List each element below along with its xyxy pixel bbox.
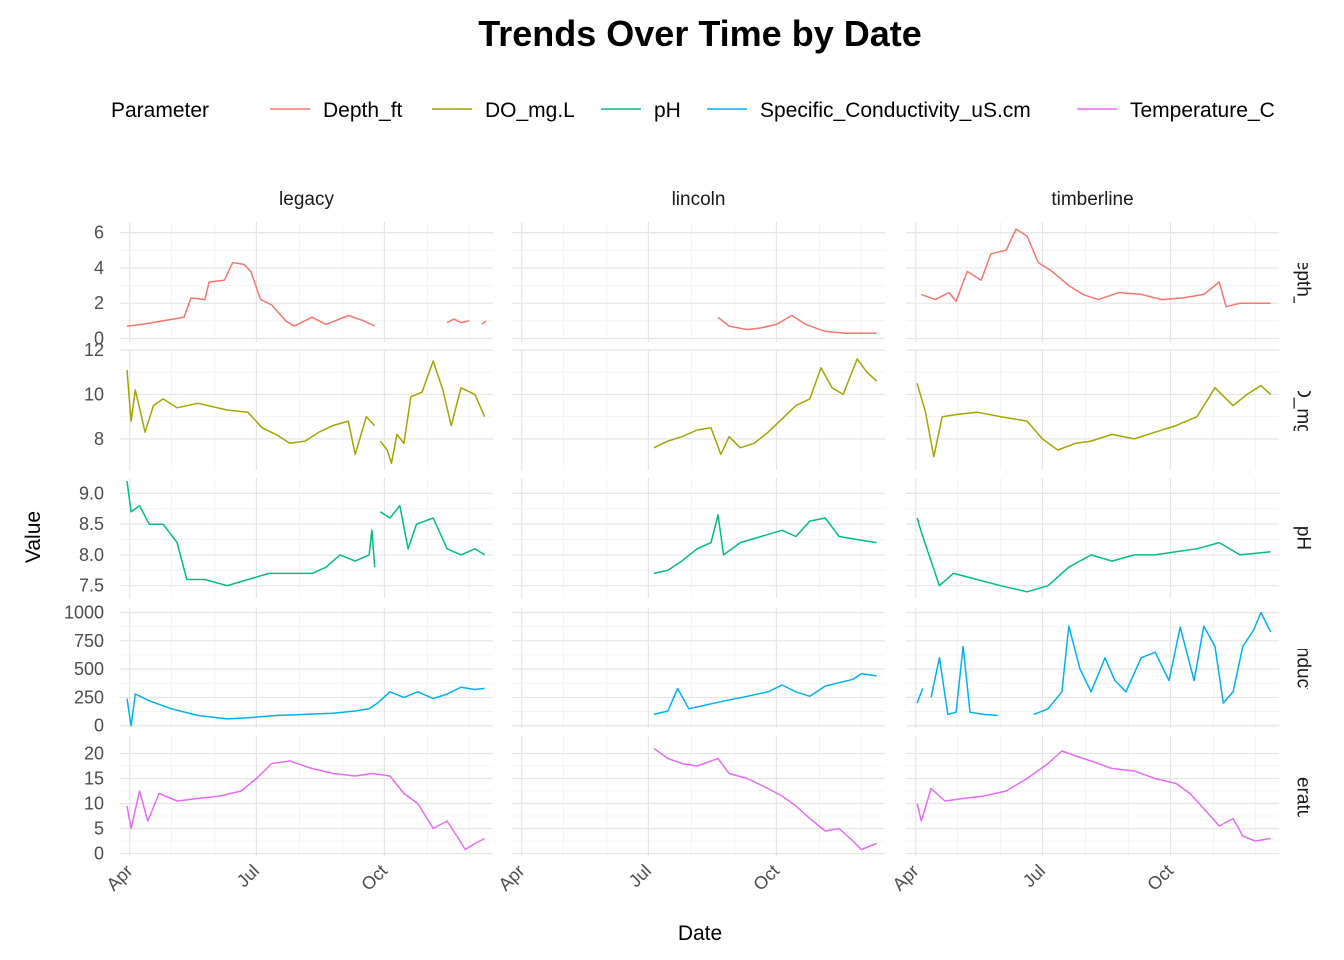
legend: Depth_ft DO_mg.L pH Specific_Conductivity_u… — [270, 99, 1275, 122]
x-tick-label: Apr — [103, 861, 137, 895]
series-line-legacy-ph — [126, 481, 376, 587]
series-line-legacy-depth-ft — [481, 320, 487, 325]
strip-label-lincoln: lincoln — [672, 189, 726, 210]
legend-title: Parameter — [111, 99, 209, 122]
series-line-legacy-depth-ft — [446, 318, 470, 324]
panel-lincoln-depth-ft — [512, 222, 885, 342]
y-tick-label: 20 — [84, 744, 104, 764]
y-axis-label: Value — [22, 511, 45, 563]
panel-lincoln-temperature-c — [512, 736, 885, 856]
panel-legacy-depth-ft — [120, 222, 493, 342]
panel-timberline-depth-ft — [906, 222, 1279, 342]
y-tick-label: 750 — [74, 631, 104, 651]
y-tick-label: 7.5 — [79, 576, 104, 596]
y-tick-label: 10 — [84, 384, 104, 404]
chart-title: Trends Over Time by Date — [478, 13, 922, 54]
x-tick-label: Apr — [889, 861, 923, 895]
series-line-legacy-do-mg-l — [126, 369, 376, 456]
row-strip-label-specific-conductivity-us-cm: Specific_Conductivity_uS.cm — [1293, 546, 1314, 791]
panel-timberline-do-mg-l — [906, 349, 1279, 470]
x-tick-label: Oct — [357, 861, 391, 895]
legend-label-depth-ft: Depth_ft — [323, 99, 403, 122]
x-tick-label: Jul — [1019, 861, 1049, 891]
series-line-timberline-do-mg-l — [916, 383, 1272, 458]
legend-label-ph: pH — [654, 99, 681, 122]
y-tick-label: 6 — [94, 223, 104, 243]
y-tick-label: 8 — [94, 429, 104, 449]
y-tick-label: 0 — [94, 328, 104, 348]
series-line-legacy-do-mg-l — [379, 360, 486, 465]
series-line-timberline-depth-ft — [921, 228, 1271, 308]
panel-legacy-ph — [120, 478, 493, 598]
series-line-timberline-temperature-c — [916, 750, 1271, 842]
panel-timberline-ph — [906, 478, 1279, 598]
series-line-timberline-ph — [916, 517, 1271, 593]
row-strip-label-do-mg-l: DO_mg.L — [1293, 369, 1314, 450]
x-tick-label: Oct — [749, 861, 783, 895]
panel-legacy-temperature-c — [120, 736, 493, 856]
legend-label-specific-conductivity-us-cm: Specific_Conductivity_uS.cm — [760, 99, 1031, 122]
series-line-timberline-specific-conductivity-us-cm — [1033, 611, 1272, 716]
panel-legacy-specific-conductivity-us-cm — [120, 608, 493, 728]
y-tick-label: 0 — [94, 716, 104, 736]
y-tick-label: 250 — [74, 687, 104, 707]
series-line-legacy-depth-ft — [126, 261, 376, 327]
y-tick-label: 5 — [94, 819, 104, 839]
row-strip-label-temperature-c: Temperature_C — [1293, 731, 1314, 862]
y-tick-label: 12 — [84, 340, 104, 360]
y-tick-label: 8.5 — [79, 514, 104, 534]
panel-legacy-do-mg-l — [120, 349, 493, 470]
x-tick-label: Jul — [233, 861, 263, 891]
x-tick-label: Jul — [625, 861, 655, 891]
legend-label-temperature-c: Temperature_C — [1130, 99, 1275, 122]
series-line-lincoln-depth-ft — [717, 314, 877, 334]
strip-label-legacy: legacy — [279, 189, 334, 210]
y-tick-label: 1000 — [64, 603, 104, 623]
series-line-legacy-ph — [379, 504, 485, 556]
series-line-lincoln-do-mg-l — [653, 358, 878, 456]
panel-lincoln-do-mg-l — [512, 349, 885, 470]
series-line-legacy-specific-conductivity-us-cm — [126, 686, 485, 727]
y-tick-label: 15 — [84, 769, 104, 789]
strip-label-timberline: timberline — [1051, 189, 1133, 210]
plot-panels: legacy lincoln timberline Depth_ft DO_mg.L pH… — [64, 189, 1314, 895]
x-tick-label: Oct — [1143, 861, 1177, 895]
x-tick-label: Apr — [495, 861, 529, 895]
y-tick-label: 10 — [84, 794, 104, 814]
series-line-timberline-specific-conductivity-us-cm — [916, 688, 924, 704]
panel-timberline-temperature-c — [906, 736, 1279, 856]
series-line-lincoln-temperature-c — [653, 747, 877, 851]
y-tick-label: 8.0 — [79, 545, 104, 565]
row-strip-label-ph: pH — [1293, 526, 1314, 550]
series-line-lincoln-specific-conductivity-us-cm — [653, 672, 877, 716]
series-line-lincoln-ph — [653, 514, 877, 575]
y-tick-label: 2 — [94, 293, 104, 313]
row-strip-label-depth-ft: Depth_ft — [1293, 246, 1314, 319]
y-tick-label: 0 — [94, 844, 104, 864]
series-line-timberline-specific-conductivity-us-cm — [930, 645, 998, 717]
panel-timberline-specific-conductivity-us-cm — [906, 608, 1279, 728]
series-line-legacy-temperature-c — [126, 760, 485, 851]
y-tick-label: 500 — [74, 659, 104, 679]
legend-label-do-mg-l: DO_mg.L — [485, 99, 575, 122]
panel-lincoln-ph — [512, 478, 885, 598]
y-tick-label: 9.0 — [79, 483, 104, 503]
y-tick-label: 4 — [94, 258, 104, 278]
panel-lincoln-specific-conductivity-us-cm — [512, 608, 885, 728]
x-axis-label: Date — [678, 922, 722, 945]
